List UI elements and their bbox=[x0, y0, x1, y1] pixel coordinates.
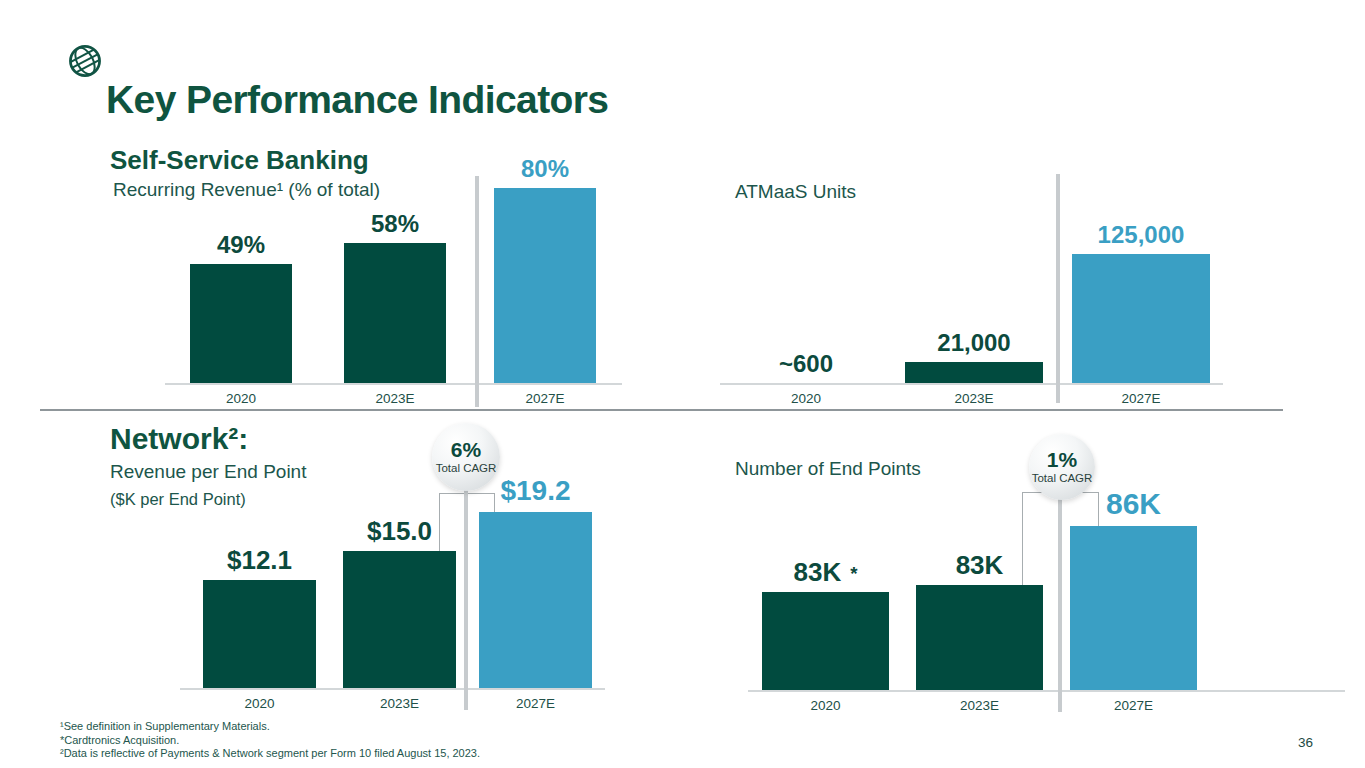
x-axis-label: 2023E bbox=[960, 698, 999, 713]
x-axis-label: 2027E bbox=[525, 391, 564, 406]
bar-value-text: 80% bbox=[521, 155, 569, 182]
footnotes: ¹See definition in Supplementary Materia… bbox=[60, 720, 480, 761]
x-axis-label: 2027E bbox=[516, 696, 555, 711]
bar-value-text: ~600 bbox=[779, 350, 833, 377]
bar-value-text: $15.0 bbox=[367, 516, 432, 546]
x-axis-label: 2027E bbox=[1121, 391, 1160, 406]
bar-value-text: $12.1 bbox=[227, 545, 292, 575]
chart-title-atmaas-units: ATMaaS Units bbox=[735, 181, 856, 203]
cagr-connector-line bbox=[439, 493, 440, 551]
cagr-connector-line bbox=[494, 493, 495, 513]
x-axis-label: 2020 bbox=[810, 698, 840, 713]
bar-2027E bbox=[1070, 526, 1197, 690]
bar-value-label: 80% bbox=[521, 157, 569, 181]
cagr-connector-line bbox=[1098, 492, 1099, 527]
footnote-line: ²Data is reflective of Payments & Networ… bbox=[60, 747, 480, 761]
total-cagr-badge: 1% Total CAGR bbox=[1029, 434, 1095, 500]
period-divider bbox=[1058, 466, 1062, 712]
bar-value-label: 21,000 bbox=[937, 331, 1010, 355]
bar-value-text: $19.2 bbox=[500, 475, 570, 506]
cagr-percent: 1% bbox=[1047, 449, 1077, 470]
section-heading-network: Network²: bbox=[110, 424, 248, 454]
bar-value-label: 83K * bbox=[794, 559, 858, 585]
footnote-line: ¹See definition in Supplementary Materia… bbox=[60, 720, 480, 734]
page-number: 36 bbox=[1298, 735, 1313, 750]
asterisk-marker: * bbox=[850, 563, 857, 584]
chart-title-revenue-per-end-point: Revenue per End Point bbox=[110, 461, 306, 483]
x-axis-line bbox=[720, 383, 1223, 385]
globe-logo-icon bbox=[66, 42, 104, 80]
bar-2023E bbox=[344, 243, 446, 383]
chart-unit-note: ($K per End Point) bbox=[110, 490, 246, 509]
globe-icon bbox=[66, 42, 104, 80]
bar-2023E bbox=[343, 551, 456, 688]
bar-value-text: 125,000 bbox=[1098, 221, 1185, 248]
footnote-line: *Cardtronics Acquisition. bbox=[60, 734, 480, 748]
cagr-percent: 6% bbox=[451, 439, 481, 460]
x-axis-label: 2023E bbox=[375, 391, 414, 406]
bar-2027E bbox=[1072, 254, 1210, 383]
x-axis-label: 2020 bbox=[226, 391, 256, 406]
period-divider bbox=[464, 455, 468, 710]
bar-2023E bbox=[905, 362, 1043, 383]
period-divider bbox=[1056, 174, 1060, 403]
bar-2027E bbox=[479, 512, 592, 688]
chart-title-recurring-revenue: Recurring Revenue¹ (% of total) bbox=[113, 179, 380, 201]
bar-value-label: ~600 bbox=[779, 352, 833, 376]
bar-value-label: $15.0 bbox=[367, 518, 432, 544]
cagr-sublabel: Total CAGR bbox=[436, 463, 497, 475]
bar-value-label: 83K bbox=[956, 552, 1004, 578]
x-axis-line bbox=[180, 688, 605, 690]
bar-value-text: 86K bbox=[1106, 487, 1161, 520]
chart-title-number-of-end-points: Number of End Points bbox=[735, 458, 921, 480]
x-axis-label: 2020 bbox=[791, 391, 821, 406]
bar-2020 bbox=[762, 592, 889, 690]
bar-2020 bbox=[203, 580, 316, 688]
bar-value-text: 83K bbox=[794, 557, 842, 587]
bar-value-label: 86K bbox=[1106, 489, 1161, 519]
bar-value-label: $19.2 bbox=[500, 477, 570, 505]
period-divider bbox=[475, 176, 479, 407]
section-heading-self-service-banking: Self-Service Banking bbox=[110, 147, 369, 173]
x-axis-label: 2023E bbox=[954, 391, 993, 406]
bar-value-label: $12.1 bbox=[227, 547, 292, 573]
bar-value-text: 58% bbox=[371, 210, 419, 237]
x-axis-label: 2020 bbox=[244, 696, 274, 711]
bar-value-text: 21,000 bbox=[937, 329, 1010, 356]
x-axis-line bbox=[748, 690, 1345, 692]
total-cagr-badge: 6% Total CAGR bbox=[432, 423, 500, 491]
page-title: Key Performance Indicators bbox=[106, 80, 608, 119]
bar-2020 bbox=[190, 264, 292, 383]
x-axis-label: 2023E bbox=[380, 696, 419, 711]
bar-value-text: 83K bbox=[956, 550, 1004, 580]
cagr-connector-line bbox=[1022, 492, 1023, 585]
cagr-sublabel: Total CAGR bbox=[1032, 473, 1093, 485]
bar-value-text: 49% bbox=[217, 231, 265, 258]
x-axis-label: 2027E bbox=[1114, 698, 1153, 713]
bar-value-label: 125,000 bbox=[1098, 223, 1185, 247]
horizontal-separator bbox=[40, 409, 1283, 411]
bar-value-label: 58% bbox=[371, 212, 419, 236]
x-axis-line bbox=[165, 383, 622, 385]
bar-2023E bbox=[916, 585, 1043, 690]
bar-value-label: 49% bbox=[217, 233, 265, 257]
slide: Key Performance Indicators Self-Service … bbox=[0, 0, 1365, 768]
bar-2027E bbox=[494, 188, 596, 383]
